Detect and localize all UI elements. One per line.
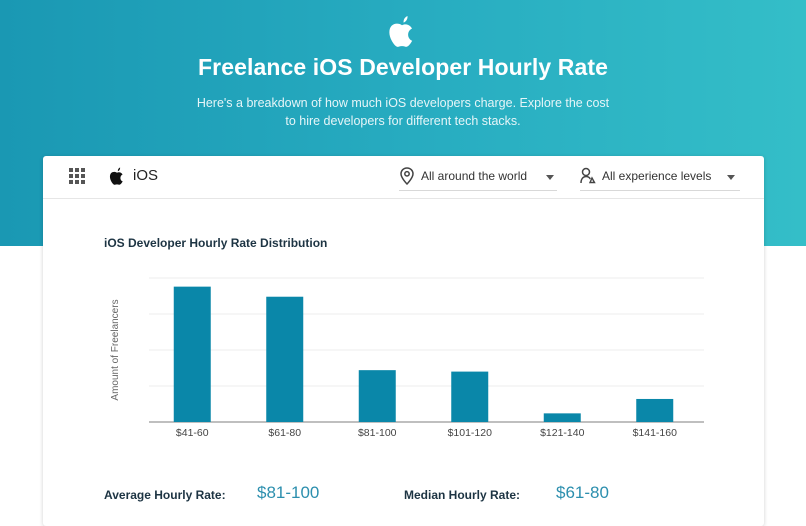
- location-dropdown[interactable]: All around the world: [399, 164, 557, 191]
- apple-stack-icon: [109, 167, 123, 185]
- x-tick-label: $101-120: [448, 427, 493, 439]
- page-subtitle: Here's a breakdown of how much iOS devel…: [196, 96, 610, 128]
- experience-dropdown[interactable]: All experience levels: [580, 164, 740, 191]
- grid-menu-icon[interactable]: [69, 168, 85, 184]
- median-rate-value: $61-80: [556, 483, 609, 502]
- x-tick-label: $121-140: [540, 427, 585, 439]
- x-tick-label: $61-80: [268, 427, 301, 439]
- x-tick-label: $81-100: [358, 427, 397, 439]
- chart-title: iOS Developer Hourly Rate Distribution: [104, 236, 328, 250]
- chart-x-ticks: $41-60 $61-80 $81-100 $101-120 $121-140 $141-…: [176, 427, 677, 439]
- location-pin-icon: [400, 167, 414, 185]
- bar-2[interactable]: [358, 370, 396, 422]
- bar-5[interactable]: [636, 398, 674, 422]
- apple-logo-icon: [389, 16, 413, 47]
- rate-card: iOS All around the world All experience …: [43, 156, 764, 526]
- x-tick-label: $41-60: [176, 427, 209, 439]
- experience-person-icon: [580, 167, 596, 184]
- page-title: Freelance iOS Developer Hourly Rate: [198, 54, 608, 80]
- bar-4[interactable]: [543, 413, 581, 422]
- toolbar: iOS All around the world All experience …: [43, 156, 764, 199]
- experience-filter-value: All experience levels: [602, 169, 712, 183]
- average-rate-value: $81-100: [257, 483, 320, 502]
- y-axis-label: Amount of Freelancers: [110, 299, 121, 400]
- location-filter-value: All around the world: [421, 169, 528, 183]
- bar-3[interactable]: [451, 371, 489, 422]
- x-tick-label: $141-160: [633, 427, 678, 439]
- rate-distribution-chart: $41-60 $61-80 $81-100 $101-120 $121-140 $141-…: [110, 277, 704, 439]
- chevron-down-icon: [546, 175, 554, 180]
- stack-name[interactable]: iOS: [133, 167, 159, 184]
- chart-grid: [149, 277, 704, 423]
- chevron-down-icon: [727, 175, 735, 180]
- bar-1[interactable]: [266, 296, 304, 422]
- chart-bars: [173, 286, 674, 422]
- bar-0[interactable]: [173, 286, 211, 422]
- median-rate-label: Median Hourly Rate:: [404, 488, 521, 502]
- average-rate-label: Average Hourly Rate:: [104, 488, 226, 502]
